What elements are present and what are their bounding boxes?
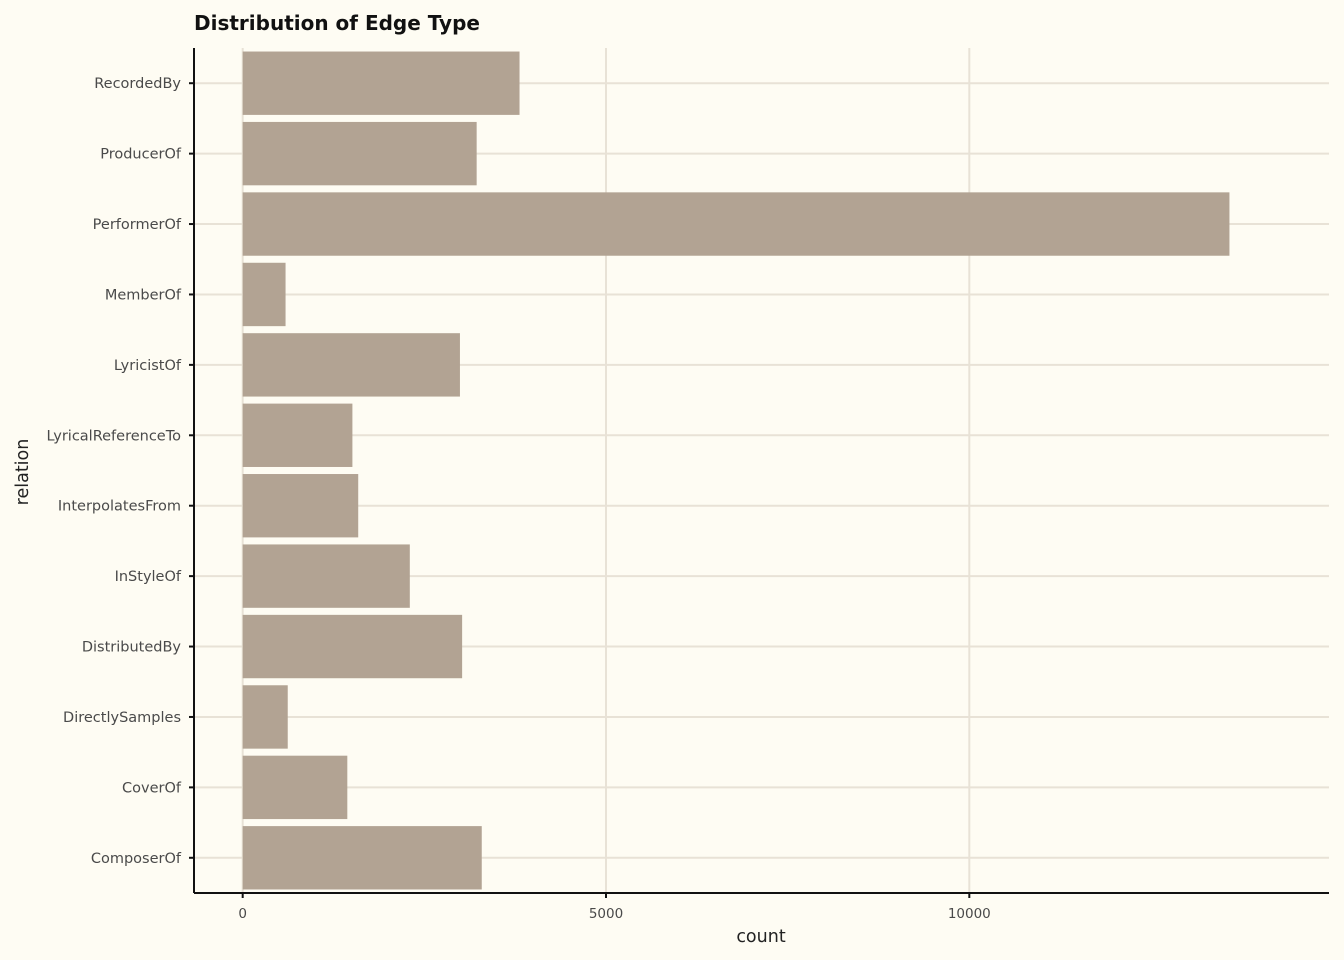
- y-tick-label: LyricalReferenceTo: [47, 428, 182, 444]
- y-tick-label: ComposerOf: [91, 851, 182, 867]
- chart-title: Distribution of Edge Type: [194, 11, 480, 35]
- axes: ComposerOf CoverOf DirectlySamples Distribu…: [47, 48, 1329, 922]
- x-tick-label: 5000: [589, 906, 623, 922]
- bar-distributedby: [242, 614, 463, 679]
- bar-recordedby: [242, 51, 520, 115]
- bar-directlysamples: [242, 685, 288, 749]
- y-tick-label: ProducerOf: [100, 147, 182, 163]
- bar-composerof: [242, 826, 482, 890]
- y-tick-label: PerformerOf: [93, 217, 182, 233]
- y-tick-label: MemberOf: [105, 287, 182, 303]
- y-tick-label: InterpolatesFrom: [58, 499, 181, 515]
- bar-lyricalreferenceto: [242, 403, 353, 467]
- bar-lyricistof: [242, 333, 460, 397]
- bar-performerof: [242, 192, 1230, 256]
- bar-coverof: [242, 755, 348, 820]
- y-tick-label: DistributedBy: [82, 640, 182, 656]
- y-tick-label: CoverOf: [122, 780, 182, 796]
- y-tick-label: InStyleOf: [115, 569, 182, 585]
- bar-producerof: [242, 121, 477, 186]
- bar-instyleof: [242, 544, 410, 608]
- x-tick-label: 10000: [948, 906, 991, 922]
- bars: [242, 51, 1230, 890]
- bar-interpolatesfrom: [242, 474, 359, 538]
- bar-memberof: [242, 262, 286, 327]
- y-axis-title: relation: [13, 439, 33, 506]
- x-tick-label: 0: [238, 906, 247, 922]
- y-tick-label: DirectlySamples: [63, 710, 181, 726]
- y-tick-label: LyricistOf: [114, 358, 182, 374]
- x-axis-title: count: [736, 927, 786, 947]
- y-tick-label: RecordedBy: [94, 76, 181, 92]
